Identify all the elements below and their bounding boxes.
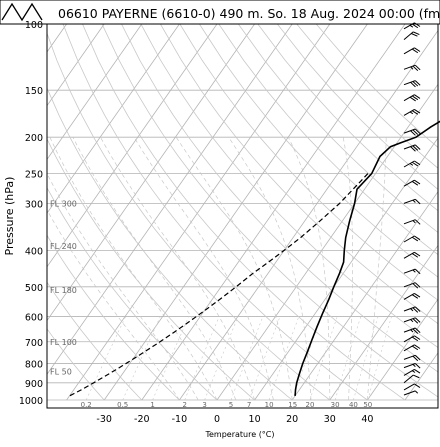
mixing-ratio-label: 1 [150, 401, 154, 409]
y-tick-label: 150 [25, 86, 43, 97]
x-tick-label: -20 [134, 414, 150, 425]
y-tick-label: 800 [25, 360, 43, 371]
y-tick-label: 1000 [19, 396, 43, 407]
flight-level-label: FL 180 [50, 286, 77, 295]
mixing-ratio-label: 7 [247, 401, 251, 409]
x-tick-label: 10 [249, 414, 261, 425]
y-tick-label: 400 [25, 246, 43, 257]
mixing-ratio-label: 40 [349, 401, 358, 409]
x-axis-label: Temperature (°C) [204, 430, 274, 439]
x-tick-label: 30 [324, 414, 336, 425]
y-tick-label: 250 [25, 170, 43, 181]
y-tick-label: 600 [25, 313, 43, 324]
x-tick-label: -10 [172, 414, 188, 425]
mixing-ratio-label: 30 [331, 401, 340, 409]
flight-level-label: FL 100 [50, 338, 77, 347]
chart-header-title: 06610 PAYERNE (6610-0) 490 m. So. 18 Aug… [58, 6, 440, 21]
y-tick-label: 200 [25, 133, 43, 144]
mixing-ratio-label: 50 [363, 401, 372, 409]
mixing-ratio-label: 0.5 [117, 401, 128, 409]
mixing-ratio-label: 3 [202, 401, 206, 409]
mixing-ratio-label: 5 [229, 401, 233, 409]
x-tick-label: 0 [214, 414, 220, 425]
x-tick-label: 40 [361, 414, 373, 425]
y-tick-label: 700 [25, 338, 43, 349]
flight-level-label: FL 300 [50, 199, 77, 208]
y-tick-label: 900 [25, 379, 43, 390]
mixing-ratio-label: 0.2 [81, 401, 92, 409]
y-tick-label: 500 [25, 283, 43, 294]
y-tick-label: 300 [25, 199, 43, 210]
y-axis-label: Pressure (hPa) [3, 177, 16, 256]
mixing-ratio-label: 2 [182, 401, 186, 409]
flight-level-label: FL 240 [50, 242, 77, 251]
flight-level-label: FL 50 [50, 368, 72, 377]
mixing-ratio-label: 10 [265, 401, 274, 409]
mixing-ratio-label: 15 [288, 401, 297, 409]
mixing-ratio-label: 20 [306, 401, 315, 409]
y-tick-label: 100 [25, 20, 43, 31]
x-tick-label: 20 [286, 414, 298, 425]
x-tick-label: -30 [96, 414, 112, 425]
